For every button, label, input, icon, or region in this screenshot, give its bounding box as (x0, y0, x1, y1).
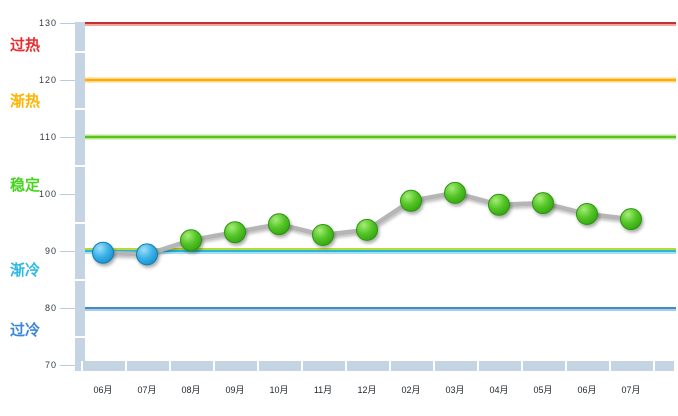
x-axis-label-09月: 09月 (225, 385, 245, 395)
x-axis-label-06月: 06月 (93, 385, 113, 395)
zone-label-3: 稳定 (10, 177, 41, 195)
data-point-06月[interactable] (92, 241, 114, 264)
data-point-08月[interactable] (180, 229, 202, 252)
data-point-09月[interactable] (224, 221, 246, 244)
x-axis-band-gap (477, 361, 479, 371)
y-axis-tick (60, 23, 75, 24)
y-axis-label: 70 (44, 360, 57, 370)
data-point-07月[interactable] (620, 208, 642, 231)
x-axis-label-07月: 07月 (621, 385, 641, 395)
y-axis-tick (60, 194, 75, 195)
data-point-02月[interactable] (400, 189, 422, 212)
y-axis-tick (60, 365, 75, 366)
zone-label-1: 过热 (10, 36, 41, 54)
threshold-line-130 (85, 22, 676, 24)
data-point-03月[interactable] (444, 181, 466, 204)
y-axis-label: 120 (38, 75, 57, 85)
x-axis-band-gap (81, 361, 83, 371)
x-axis-band-gap (653, 361, 655, 371)
zone-label-4: 渐冷 (10, 262, 41, 280)
y-axis-band-gap (75, 50, 85, 53)
x-axis-label-05月: 05月 (533, 385, 553, 395)
x-axis-band-gap (565, 361, 567, 371)
data-point-12月[interactable] (356, 218, 378, 241)
data-point-11月[interactable] (312, 224, 334, 246)
x-axis-label-11月: 11月 (313, 385, 333, 395)
y-axis-band-gap (75, 107, 85, 110)
y-axis-tick (60, 308, 75, 309)
x-axis-band-gap (257, 361, 259, 371)
x-axis-band-gap (125, 361, 127, 371)
y-axis-label: 90 (44, 246, 57, 256)
x-axis-label-03月: 03月 (445, 385, 465, 395)
threshold-line-80 (85, 307, 676, 309)
y-axis-tick (60, 251, 75, 252)
x-axis-band-gap (609, 361, 611, 371)
x-axis-label-10月: 10月 (269, 385, 289, 395)
threshold-line-90.42 (85, 247, 676, 250)
y-axis-label: 110 (39, 132, 57, 142)
y-axis-label: 130 (38, 18, 57, 28)
data-point-04月[interactable] (488, 193, 510, 216)
y-axis-band-bar (75, 22, 85, 371)
zone-label-2: 渐热 (10, 92, 41, 110)
x-axis-band-gap (301, 361, 303, 371)
x-axis-label-04月: 04月 (489, 385, 509, 395)
data-point-10月[interactable] (268, 213, 290, 236)
y-axis-tick (60, 80, 75, 81)
zone-label-5: 过冷 (10, 321, 41, 339)
x-axis-label-07月: 07月 (137, 385, 157, 395)
y-axis-label: 80 (44, 303, 57, 313)
y-axis-band-gap (75, 335, 85, 338)
x-axis-band-bar (75, 361, 674, 371)
data-point-07月[interactable] (136, 243, 158, 266)
x-axis-band-gap (213, 361, 215, 371)
y-axis-tick (60, 137, 75, 138)
threshold-line-110 (85, 136, 676, 138)
y-axis-band-gap (75, 164, 85, 167)
y-axis-label: 100 (38, 189, 57, 199)
x-axis-label-08月: 08月 (181, 385, 201, 395)
threshold-line-90 (85, 250, 676, 252)
x-axis-band-gap (389, 361, 391, 371)
x-axis-band-gap (345, 361, 347, 371)
y-axis-band-gap (75, 278, 85, 281)
x-axis-label-06月: 06月 (577, 385, 597, 395)
x-axis-label-12月: 12月 (357, 385, 377, 395)
data-point-06月[interactable] (576, 203, 598, 225)
data-point-05月[interactable] (532, 192, 554, 215)
y-axis-band-gap (75, 221, 85, 224)
x-axis-band-gap (433, 361, 435, 371)
x-axis-band-gap (169, 361, 171, 371)
x-axis-label-02月: 02月 (401, 385, 421, 395)
x-axis-band-gap (521, 361, 523, 371)
threshold-line-120 (85, 79, 676, 81)
